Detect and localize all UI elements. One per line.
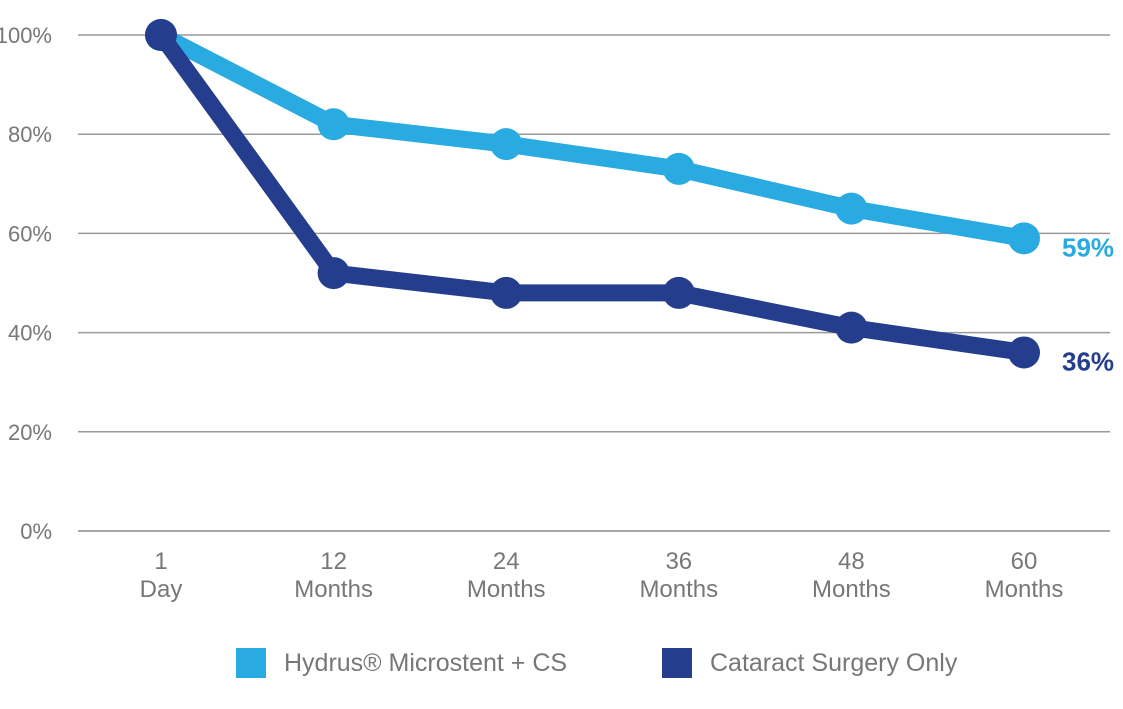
x-axis-ticks: 1Day12Months24Months36Months48Months60Mo… — [140, 548, 1064, 603]
series-group — [145, 19, 1040, 369]
data-point — [317, 108, 350, 141]
end-label-0: 59% — [1062, 232, 1114, 262]
data-point — [1008, 336, 1040, 369]
y-axis-ticks: 0% 20% 40% 60% 80% 100% — [0, 23, 52, 544]
y-tick-label: 80% — [8, 122, 52, 147]
x-tick-label: 48 — [838, 548, 865, 575]
x-tick-label-unit: Months — [294, 576, 373, 603]
legend-swatch-hydrus — [236, 648, 266, 678]
x-tick-label: 1 — [154, 548, 167, 575]
x-tick-label-unit: Months — [467, 576, 546, 603]
data-point — [835, 192, 868, 225]
series-line-0 — [152, 26, 1033, 247]
data-point — [835, 311, 868, 344]
x-tick-label-unit: Day — [140, 576, 183, 603]
x-tick-label: 60 — [1011, 548, 1038, 575]
legend-item-cataract: Cataract Surgery Only — [662, 648, 957, 678]
legend-label-hydrus: Hydrus® Microstent + CS — [284, 648, 568, 677]
grid-lines — [78, 34, 1110, 532]
data-point — [490, 128, 523, 161]
x-tick-label-unit: Months — [639, 576, 718, 603]
end-label-1: 36% — [1062, 346, 1114, 376]
legend-label-cataract: Cataract Surgery Only — [710, 648, 958, 677]
legend-item-hydrus: Hydrus® Microstent + CS — [236, 648, 567, 678]
legend-swatch-cataract — [662, 648, 692, 678]
data-point — [145, 19, 177, 51]
series-line-1 — [152, 26, 1033, 361]
y-tick-label: 100% — [0, 23, 52, 48]
end-labels: 59% 36% — [1062, 232, 1114, 376]
data-point — [662, 276, 695, 309]
data-point — [1008, 222, 1040, 255]
data-point — [317, 257, 350, 290]
data-point — [662, 152, 695, 185]
y-tick-label: 20% — [8, 420, 52, 445]
y-tick-label: 40% — [8, 321, 52, 346]
y-tick-label: 0% — [20, 519, 52, 544]
line-chart: 0%20%40%60%80%100% 1Day12Months24Months3… — [0, 19, 1114, 603]
legend: Hydrus® Microstent + CS Cataract Surgery… — [0, 648, 1123, 688]
y-tick-label: 60% — [8, 221, 52, 246]
x-tick-label: 12 — [320, 548, 347, 575]
x-tick-label-unit: Months — [812, 576, 891, 603]
x-tick-label-unit: Months — [985, 576, 1064, 603]
x-tick-label: 24 — [493, 548, 520, 575]
data-point — [490, 276, 523, 309]
x-tick-label: 36 — [665, 548, 692, 575]
